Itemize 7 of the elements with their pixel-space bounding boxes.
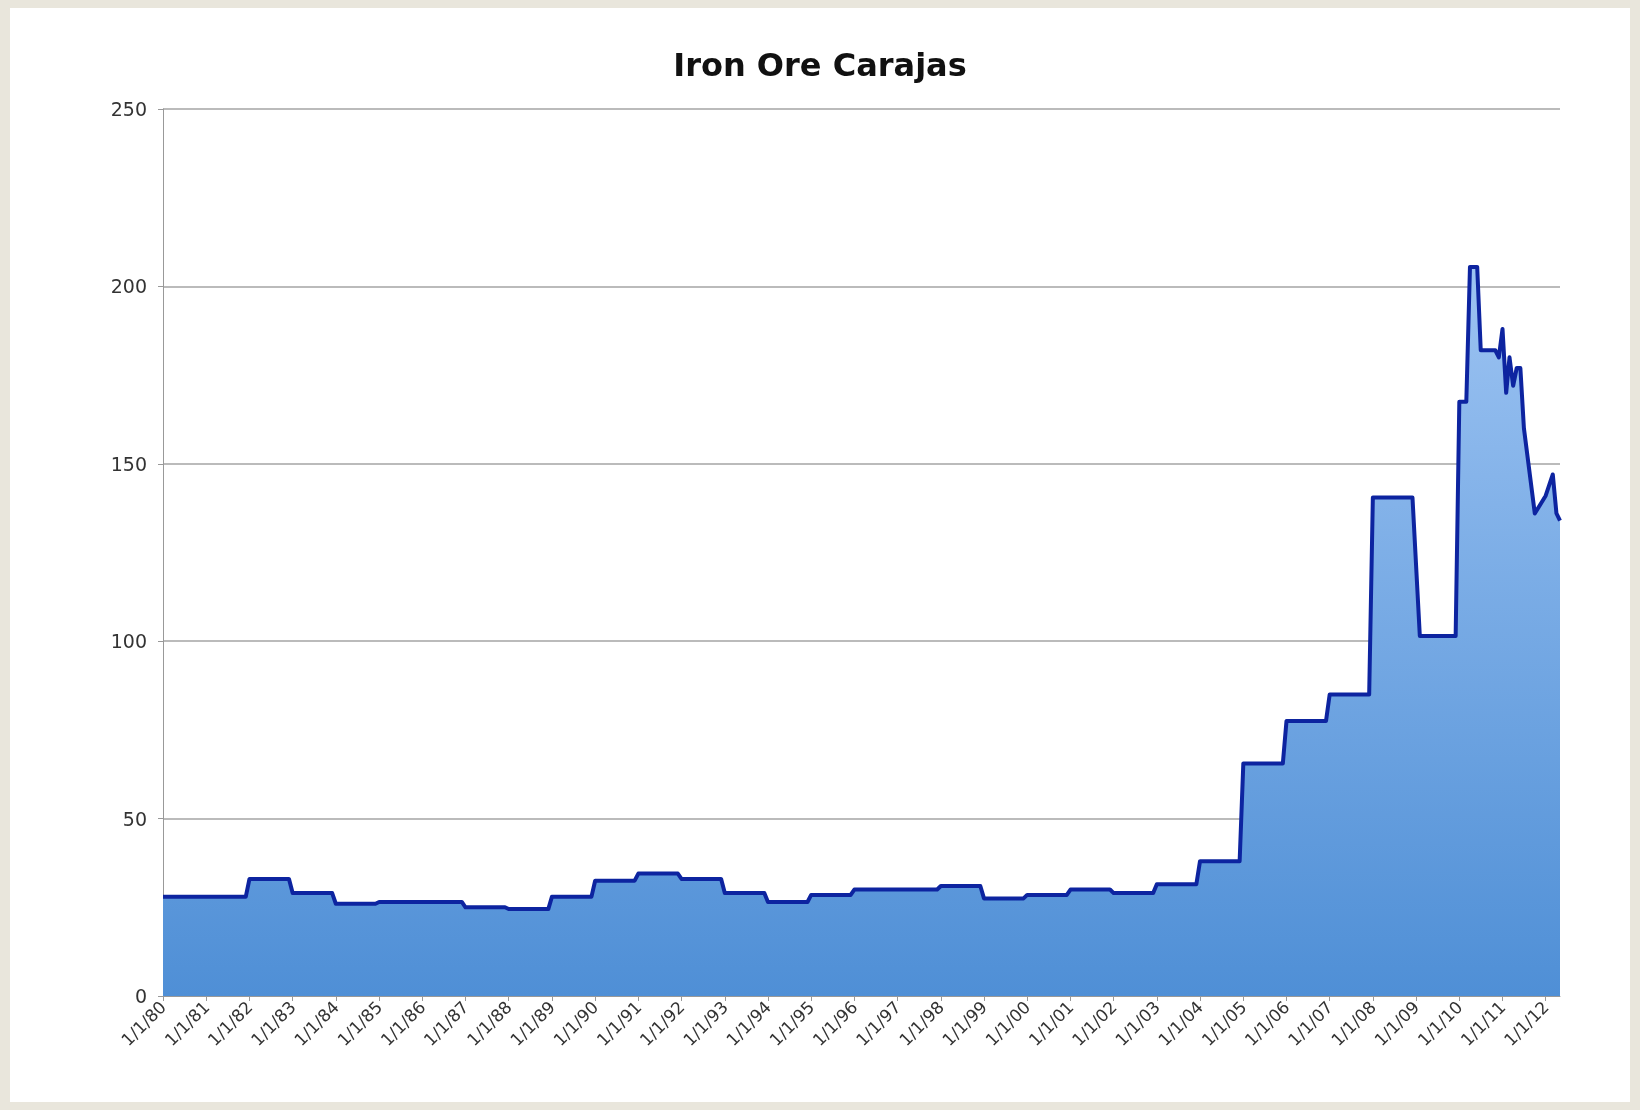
y-tick-label: 250 (110, 98, 147, 120)
y-tick-label: 0 (134, 985, 147, 1007)
y-tick-label: 50 (122, 807, 147, 830)
y-tick-label: 100 (110, 630, 147, 653)
y-tick-label: 200 (110, 275, 147, 298)
chart-title: Iron Ore Carajas (673, 46, 967, 84)
y-tick-label: 150 (110, 452, 147, 475)
